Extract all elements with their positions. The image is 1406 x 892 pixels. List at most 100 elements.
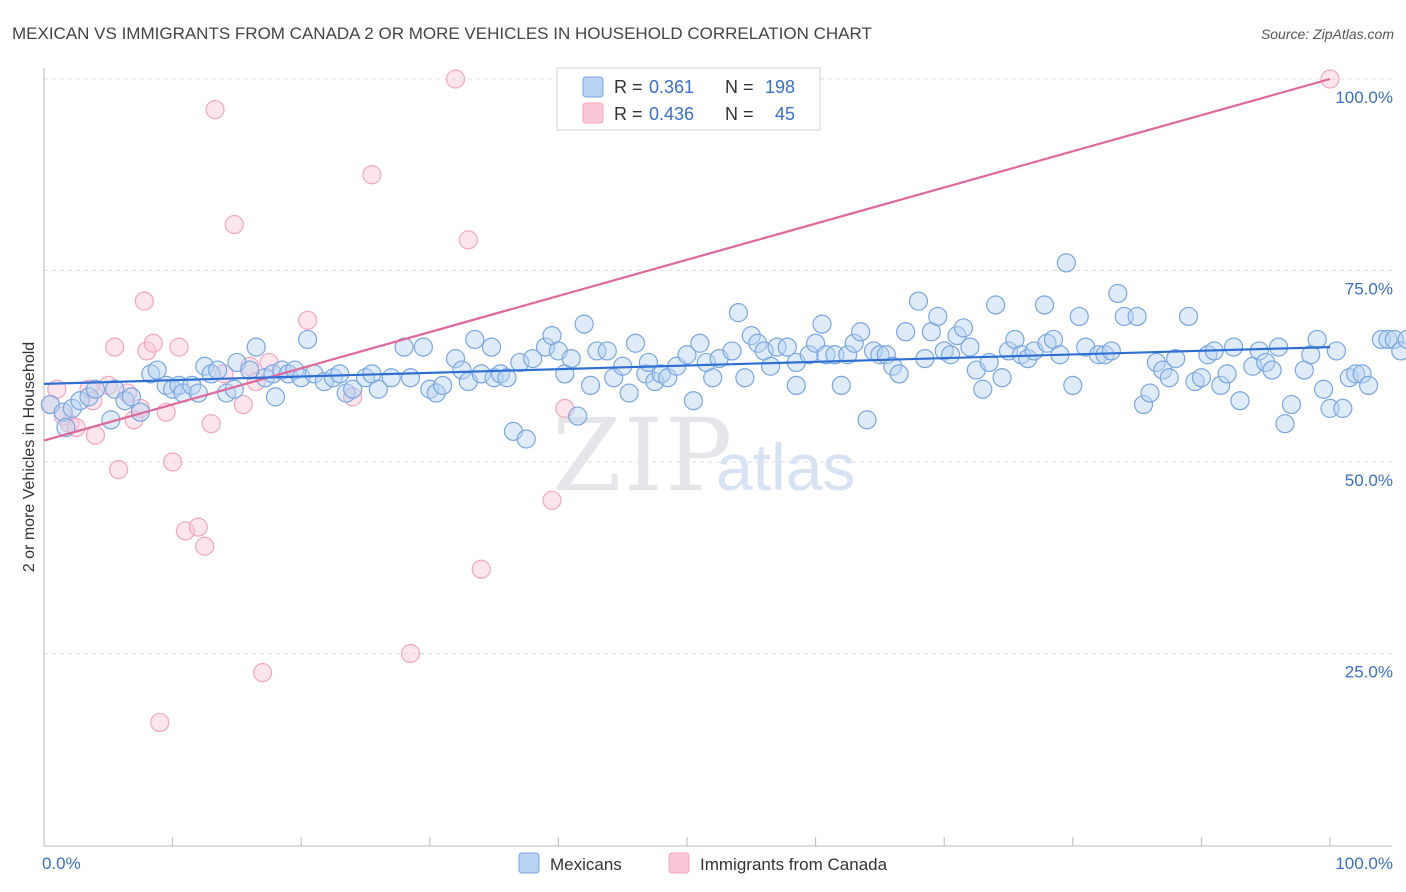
mexicans-point <box>568 406 588 426</box>
chart-source: Source: ZipAtlas.com <box>1261 26 1394 42</box>
mexicans-point <box>298 329 318 350</box>
canada-point <box>143 333 163 353</box>
stats-swatch-mexicans <box>582 76 604 98</box>
mexicans-point <box>625 333 646 353</box>
mexicans-point <box>208 360 228 380</box>
mexicans-point <box>1281 394 1302 415</box>
mexicans-point <box>471 364 491 384</box>
canada-point <box>233 394 253 415</box>
canada-point <box>108 460 129 480</box>
mexicans-point <box>1397 329 1406 349</box>
trend-lines <box>43 77 1331 442</box>
mexicans-point <box>857 410 877 430</box>
mexicans-point <box>1178 306 1199 327</box>
mexicans-point <box>953 318 974 338</box>
y-axis-title: 2 or more Vehicles in Household <box>21 342 38 572</box>
mexicans-point <box>767 337 787 357</box>
mexicans-point <box>510 352 530 373</box>
chart-title: MEXICAN VS IMMIGRANTS FROM CANADA 2 OR M… <box>12 24 872 43</box>
mexicans-point <box>330 364 350 384</box>
canada-point <box>188 517 208 537</box>
canada-point <box>105 337 125 357</box>
y-tick-label: 50.0% <box>1345 471 1393 490</box>
canada-point <box>195 536 215 556</box>
mexicans-point <box>748 333 768 353</box>
canada-point <box>458 230 478 250</box>
mexicans-point <box>1326 341 1347 361</box>
mexicans-point <box>831 375 851 395</box>
mexicans-point <box>1346 364 1366 384</box>
mexicans-point <box>703 368 723 388</box>
mexicans-point <box>130 402 151 422</box>
mexicans-point <box>1191 368 1212 388</box>
x-axis-ticks <box>43 837 1331 846</box>
mexicans-point <box>908 291 929 311</box>
mexicans-point <box>1153 360 1173 380</box>
mexicans-point <box>1159 368 1179 388</box>
mexicans-point <box>1352 364 1372 384</box>
mexicans-point <box>182 375 202 395</box>
canada-point <box>117 383 138 403</box>
mexicans-point <box>481 337 502 357</box>
mexicans-point <box>1127 306 1147 327</box>
legend-label-canada: Immigrants from Canada <box>700 855 888 874</box>
mexicans-point <box>516 429 536 449</box>
mexicans-point <box>1262 360 1282 380</box>
mexicans-point <box>445 348 466 369</box>
canada-point <box>201 414 221 434</box>
mexicans-point <box>1133 394 1154 415</box>
stats-n-canada: 45 <box>775 104 795 124</box>
mexicans-point <box>580 375 601 395</box>
mexicans-point <box>786 375 806 395</box>
mexicans-point <box>1140 383 1160 403</box>
mexicans-point <box>343 379 363 399</box>
canada-point <box>205 100 225 120</box>
y-tick-label: 75.0% <box>1345 280 1393 299</box>
mexicans-point <box>195 356 215 376</box>
mexicans-point <box>1307 329 1327 350</box>
canada-point <box>169 337 189 357</box>
mexicans-point <box>1256 352 1276 373</box>
mexicans-point <box>947 326 967 346</box>
mexicans-point <box>1069 306 1089 327</box>
x-tick-label-min: 0.0% <box>42 854 81 873</box>
mexicans-point <box>85 379 106 399</box>
mexicans-point <box>1223 337 1244 357</box>
mexicans-point <box>1056 253 1076 273</box>
mexicans-point <box>497 368 517 388</box>
mexicans-trend-line <box>43 346 1331 385</box>
mexicans-point <box>1275 414 1295 434</box>
mexicans-point <box>1211 375 1231 395</box>
stats-r-label-canada: R = <box>614 104 643 124</box>
mexicans-point <box>394 337 414 357</box>
mexicans-point <box>1166 348 1186 369</box>
mexicans-point <box>1018 348 1038 369</box>
mexicans-point <box>741 326 761 346</box>
mexicans-point <box>1108 283 1128 304</box>
mexicans-point <box>896 322 916 342</box>
legend-swatch-canada <box>668 852 690 874</box>
mexicans-point <box>1101 341 1121 361</box>
mexicans-point <box>683 391 704 411</box>
mexicans-point <box>777 337 797 357</box>
mexicans-point <box>1378 329 1398 350</box>
mexicans-point <box>838 345 858 365</box>
mexicans-point <box>992 368 1012 388</box>
mexicans-point <box>851 322 871 342</box>
canada-trend-line <box>43 77 1331 442</box>
mexicans-point <box>690 333 710 353</box>
stats-legend: R = 0.361 N = 198 R = 0.436 N = 45 <box>556 67 821 131</box>
mexicans-point <box>1313 379 1334 399</box>
mexicans-point <box>400 368 421 388</box>
canada-point <box>163 452 183 472</box>
mexicans-point <box>722 341 742 361</box>
mexicans-point <box>433 375 453 395</box>
mexicans-point <box>597 341 617 361</box>
mexicans-point <box>677 345 697 365</box>
mexicans-point <box>889 364 909 384</box>
mexicans-point <box>561 348 581 369</box>
canada-point <box>362 165 382 185</box>
mexicans-point <box>986 295 1006 315</box>
mexicans-point <box>79 387 99 407</box>
